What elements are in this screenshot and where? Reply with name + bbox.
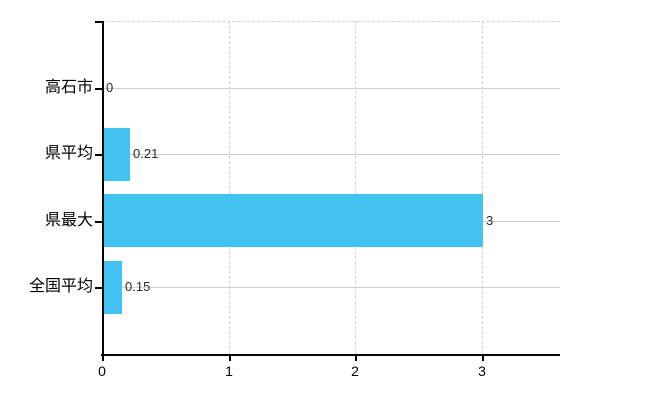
bar xyxy=(104,128,130,181)
category-label: 全国平均 xyxy=(28,278,93,295)
x-tick-label: 3 xyxy=(478,363,486,379)
x-axis-tick xyxy=(102,356,104,361)
y-axis-tick xyxy=(95,21,102,23)
v-gridline xyxy=(229,21,230,354)
bar-value-label: 0.21 xyxy=(133,146,159,161)
y-axis-tick xyxy=(95,221,102,223)
category-label: 高石市 xyxy=(44,79,93,96)
bar xyxy=(104,261,122,314)
y-axis-tick xyxy=(95,88,102,90)
plot-top-border xyxy=(102,21,560,22)
category-label: 県最大 xyxy=(44,212,93,229)
h-gridline xyxy=(102,154,560,155)
x-axis-line xyxy=(101,354,560,356)
v-gridline xyxy=(482,21,483,354)
y-axis-tick xyxy=(95,287,102,289)
bar-value-label: 0.15 xyxy=(125,279,151,294)
bar-value-label: 3 xyxy=(486,213,494,228)
category-label: 県平均 xyxy=(44,145,93,162)
x-tick-label: 2 xyxy=(351,363,359,379)
x-axis-tick xyxy=(229,356,231,361)
x-tick-label: 1 xyxy=(225,363,233,379)
x-axis-tick xyxy=(355,356,357,361)
x-tick-label: 0 xyxy=(98,363,106,379)
bar-value-label: 0 xyxy=(106,80,114,95)
h-gridline xyxy=(102,287,560,288)
bar xyxy=(104,194,483,247)
h-gridline xyxy=(102,88,560,89)
v-gridline xyxy=(355,21,356,354)
y-axis-tick xyxy=(95,154,102,156)
y-axis-line xyxy=(102,21,104,356)
x-axis-tick xyxy=(482,356,484,361)
